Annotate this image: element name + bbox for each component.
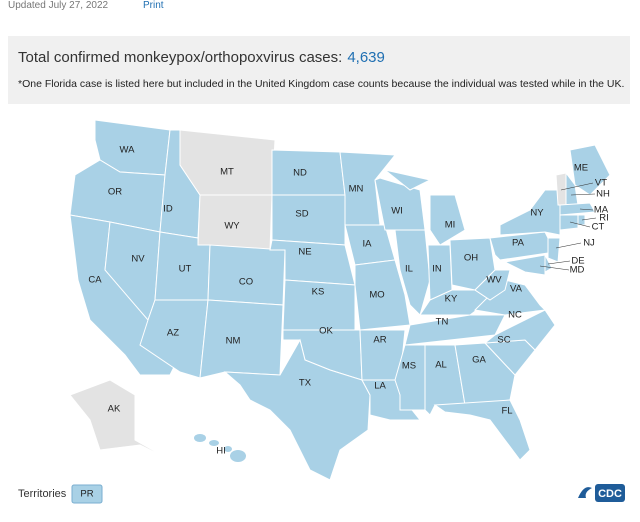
state-island [230, 450, 246, 462]
state-label: WA [120, 145, 136, 156]
state-label: AR [373, 335, 386, 346]
territories-layer: PR [71, 484, 103, 504]
leader-line [539, 265, 570, 271]
state-label: ME [574, 163, 588, 174]
state-island [209, 440, 219, 446]
territory-box[interactable] [71, 484, 103, 504]
state-label: CA [88, 275, 102, 286]
state [433, 399, 531, 461]
updated-date: Updated July 27, 2022 [8, 0, 109, 11]
state-label: WV [486, 275, 502, 286]
states-layer [69, 119, 611, 481]
state-label: MT [220, 167, 234, 178]
state-label: ND [293, 168, 307, 179]
state-label: UT [179, 264, 192, 275]
state [271, 149, 346, 196]
state-label: NM [226, 336, 241, 347]
state-label: NC [508, 310, 522, 321]
logo-icon [578, 487, 592, 498]
state [179, 129, 276, 196]
state-label: KY [445, 294, 458, 305]
state-label: IN [432, 264, 442, 275]
title-text: Total confirmed monkeypox/orthopoxvirus … [18, 49, 343, 66]
state-label: MI [445, 220, 456, 231]
leader-line [547, 260, 571, 265]
state-label: WY [224, 221, 240, 232]
state-label: OR [108, 187, 122, 198]
state-label: RI [599, 213, 609, 224]
state [69, 379, 171, 461]
state-label: TX [299, 378, 312, 389]
state-label: VT [595, 178, 607, 189]
summary-box: Total confirmed monkeypox/orthopoxvirus … [8, 36, 630, 104]
state-island [224, 446, 232, 452]
state [223, 338, 371, 481]
logo-text: CDC [598, 488, 622, 500]
state-label: MD [570, 265, 585, 276]
footnote: *One Florida case is listed here but inc… [18, 78, 625, 90]
state-label: OH [464, 253, 478, 264]
territories-label: Territories [18, 488, 67, 500]
state [474, 269, 511, 301]
print-link[interactable]: Print [143, 0, 164, 11]
state-island [194, 434, 206, 442]
state-label: FL [501, 406, 512, 417]
state [454, 342, 516, 406]
leader-line [579, 208, 594, 211]
state [271, 194, 346, 246]
state-label: SC [497, 335, 510, 346]
state-label: IL [405, 264, 413, 275]
state-label: LA [374, 381, 386, 392]
leader-line [570, 193, 596, 196]
state-label: AK [108, 404, 121, 415]
territory-label: PR [80, 489, 93, 500]
state [547, 237, 561, 263]
state-label: SD [295, 209, 308, 220]
state [199, 299, 284, 379]
state-label: CO [239, 277, 253, 288]
state [429, 194, 466, 246]
state-label: MN [349, 184, 364, 195]
state [559, 202, 596, 216]
state-label: NY [530, 208, 544, 219]
state-label: MO [369, 290, 384, 301]
state-label: NV [131, 254, 145, 265]
labels-layer: WA OR CA NV ID MT WY UT AZ CO NM ND SD NE KS OK TX MN IA MO… [88, 145, 610, 457]
state-label: NJ [583, 238, 595, 249]
state-label: CT [592, 222, 605, 233]
leader-line [569, 221, 591, 228]
state [404, 314, 506, 346]
total-cases: 4,639 [347, 49, 385, 66]
summary-title: Total confirmed monkeypox/orthopoxvirus … [18, 49, 385, 66]
state-label: NE [298, 247, 311, 258]
state-label: NH [596, 189, 610, 200]
state [559, 214, 579, 231]
state [569, 144, 611, 196]
logo-box [595, 484, 625, 502]
state-label: HI [216, 446, 226, 457]
state-label: PA [512, 238, 525, 249]
state [207, 244, 286, 306]
state-label: DE [571, 256, 584, 267]
state-label: VA [510, 284, 523, 295]
state-label: TN [436, 317, 449, 328]
state-label: OK [319, 326, 333, 337]
state-label: AL [435, 360, 447, 371]
state-label: GA [472, 355, 486, 366]
state-part [384, 169, 432, 191]
state-label: MS [402, 361, 416, 372]
state-label: IA [363, 239, 373, 250]
leader-line [581, 217, 597, 221]
leader-line [555, 242, 582, 249]
state-label: MA [594, 205, 609, 216]
leader-line [560, 182, 594, 191]
state-label: WI [391, 206, 403, 217]
state-label: KS [312, 287, 325, 298]
state-label: AZ [167, 328, 179, 339]
state-label: ID [163, 204, 173, 215]
state [503, 254, 546, 276]
